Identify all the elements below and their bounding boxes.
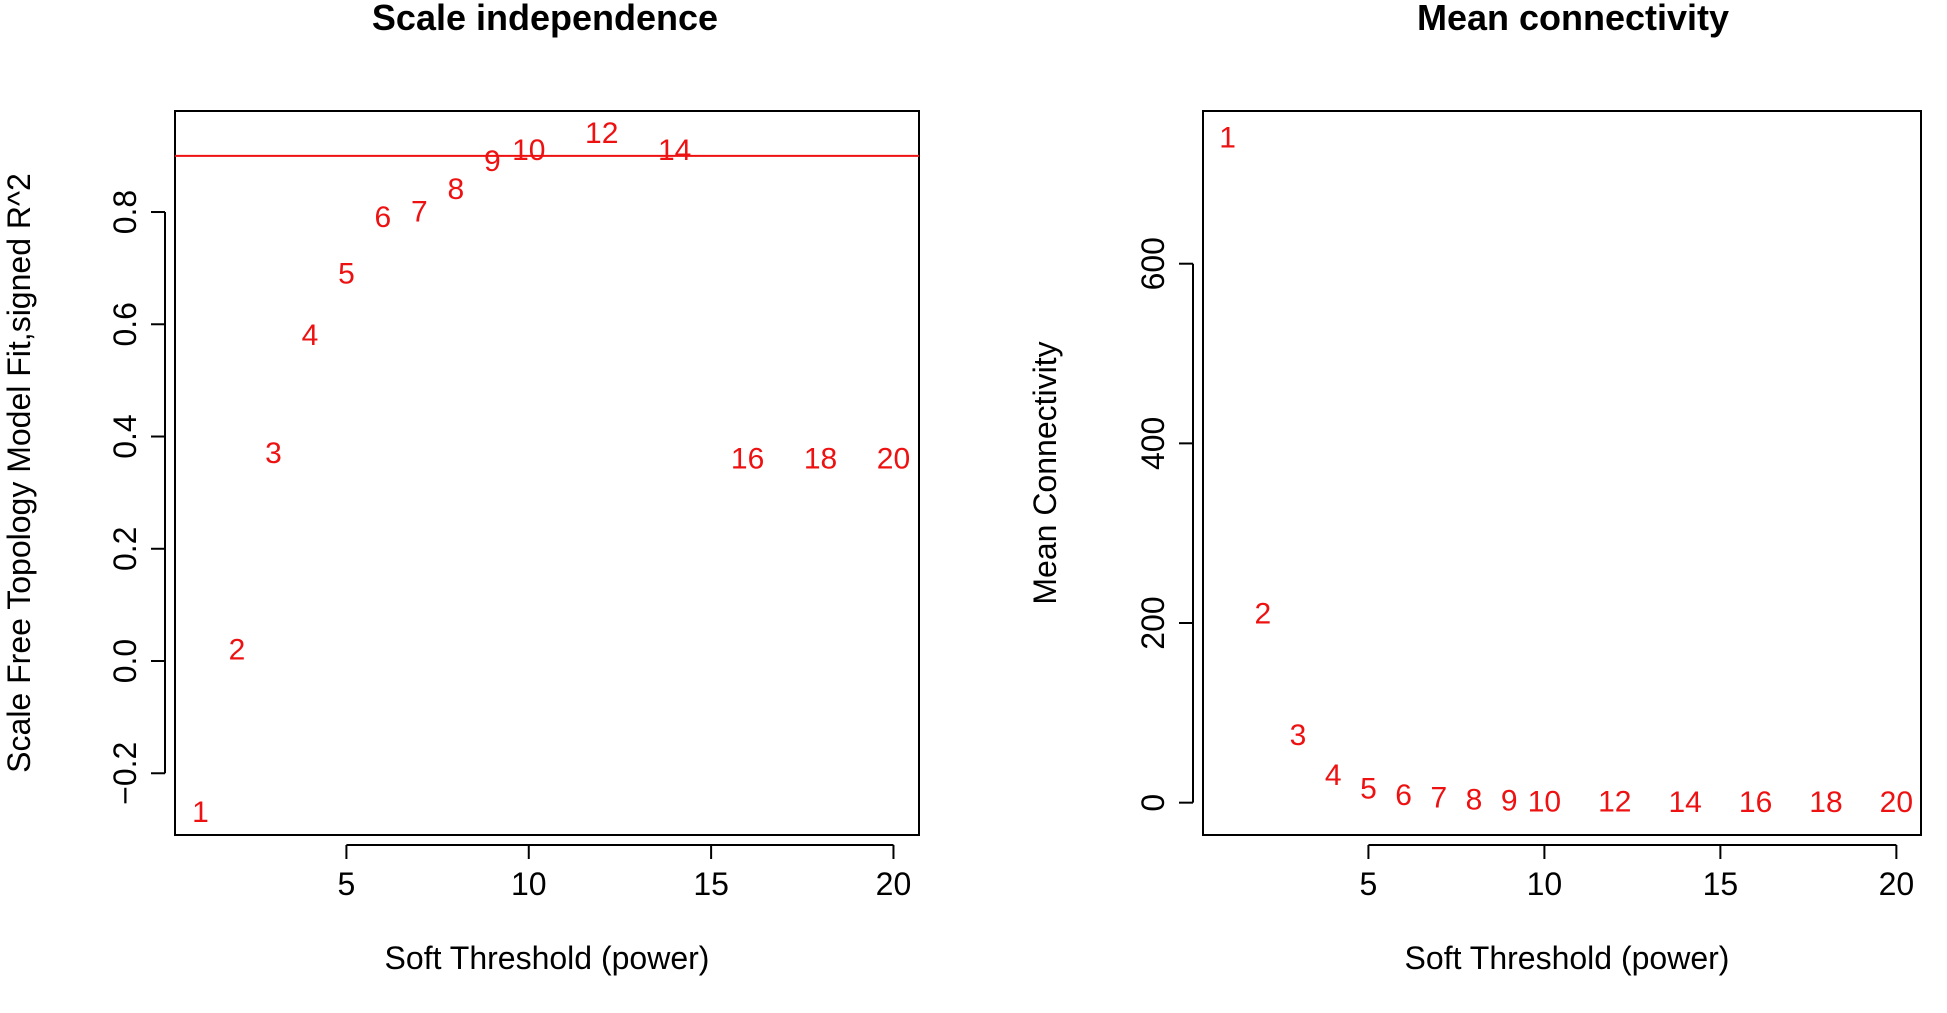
y-axis-label: Mean Connectivity (1027, 341, 1063, 604)
data-point-label: 8 (1466, 783, 1483, 816)
data-point-label: 4 (1325, 759, 1342, 792)
data-point-label: 7 (1430, 782, 1447, 815)
x-tick-label: 5 (1360, 866, 1378, 902)
y-tick-label: 0.2 (107, 527, 143, 571)
scale-independence-panel: Scale independence 5 10 15 20−0.20.00.20.40… (1, 0, 920, 976)
data-point-label: 9 (1501, 784, 1518, 817)
y-axis-label: Scale Free Topology Model Fit,signed R^2 (1, 173, 37, 773)
data-point-label: 12 (585, 117, 618, 150)
y-tick-label: 200 (1135, 596, 1171, 649)
x-tick-label: 5 (338, 866, 356, 902)
data-point-label: 2 (1254, 598, 1271, 631)
x-tick-label: 10 (1527, 866, 1563, 902)
data-point-label: 3 (265, 437, 282, 470)
data-point-label: 10 (512, 134, 545, 167)
plot-frame (174, 110, 920, 836)
x-tick-label: 10 (511, 866, 547, 902)
data-point-label: 1 (192, 796, 209, 829)
data-point-label: 20 (877, 442, 910, 475)
x-axis-label: Soft Threshold (power) (385, 940, 710, 976)
data-point-label: 16 (731, 442, 764, 475)
data-point-label: 6 (1395, 779, 1412, 812)
y-tick-label: 400 (1135, 417, 1171, 470)
x-tick-label: 20 (876, 866, 912, 902)
data-point-label: 7 (411, 196, 428, 229)
data-point-label: 18 (804, 442, 837, 475)
data-point-label: 5 (338, 257, 355, 290)
axes: 5 10 15 20−0.20.00.20.40.60.8 (107, 190, 911, 902)
data-point-label: 12 (1598, 786, 1631, 819)
data-point-label: 9 (484, 145, 501, 178)
x-axis-label: Soft Threshold (power) (1405, 940, 1730, 976)
y-tick-label: 0 (1135, 794, 1171, 812)
data-point-label: 14 (1668, 786, 1701, 819)
x-tick-label: 15 (693, 866, 729, 902)
data-point-label: 4 (302, 319, 319, 352)
data-point-label: 2 (229, 633, 246, 666)
data-point-label: 5 (1360, 773, 1377, 806)
y-tick-label: 600 (1135, 237, 1171, 290)
data-point-label: 14 (658, 134, 691, 167)
x-tick-label: 20 (1879, 866, 1915, 902)
x-tick-label: 15 (1703, 866, 1739, 902)
data-point-label: 18 (1809, 786, 1842, 819)
y-tick-label: 0.4 (107, 414, 143, 458)
y-tick-label: −0.2 (107, 742, 143, 805)
y-tick-label: 0.0 (107, 639, 143, 683)
y-tick-label: 0.6 (107, 302, 143, 346)
y-tick-label: 0.8 (107, 190, 143, 234)
panel-title: Scale independence (372, 0, 718, 38)
plot-frame (1202, 110, 1922, 836)
data-point-label: 16 (1739, 786, 1772, 819)
data-point-label: 10 (1528, 785, 1561, 818)
panel-title: Mean connectivity (1417, 0, 1729, 38)
data-point-label: 20 (1880, 786, 1913, 819)
data-point-label: 8 (447, 173, 464, 206)
data-point-label: 1 (1219, 121, 1236, 154)
data-point-label: 6 (375, 201, 392, 234)
data-point-label: 3 (1290, 719, 1307, 752)
